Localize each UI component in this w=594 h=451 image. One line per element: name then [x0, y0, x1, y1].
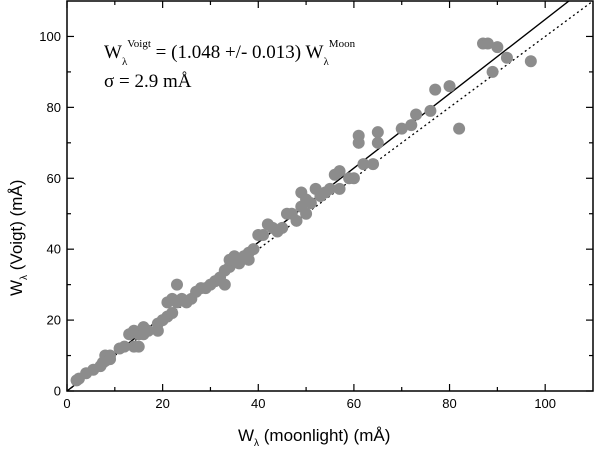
sigma-annotation: σ = 2.9 mÅ: [104, 71, 192, 92]
data-point: [242, 253, 255, 266]
y-tick-label: 0: [54, 384, 61, 399]
svg-text:WλVoigt = (1.048 +/- 0.013) Wλ: WλVoigt = (1.048 +/- 0.013) WλMoon: [104, 38, 356, 68]
anno-mid: = (1.048 +/- 0.013) W: [151, 42, 324, 63]
y-tick-label: 60: [47, 171, 61, 186]
data-point: [247, 243, 260, 256]
data-point: [347, 172, 360, 185]
axis-ticks: [66, 1, 593, 392]
data-point: [486, 65, 499, 78]
data-point: [524, 55, 537, 68]
data-point: [276, 221, 289, 234]
fit-annotation: WλVoigt = (1.048 +/- 0.013) WλMoon σ = 2…: [104, 38, 356, 92]
data-point: [218, 278, 231, 291]
x-tick-label: 40: [251, 396, 265, 411]
data-point: [429, 83, 442, 96]
x-tick-label: 0: [63, 396, 70, 411]
data-point: [491, 41, 504, 54]
data-points: [70, 37, 537, 387]
y-axis-title: Wλ (Voigt) (mÅ): [7, 180, 30, 296]
data-point: [410, 108, 423, 121]
data-point: [443, 80, 456, 93]
data-point: [367, 158, 380, 171]
anno-sup2: Moon: [329, 38, 356, 50]
data-point: [333, 182, 346, 195]
data-point: [324, 182, 336, 195]
data-point: [395, 122, 408, 135]
tick-labels: 0 20 40 60 80 100 0 20 40 60 80 100: [39, 29, 556, 411]
y-tick-label: 20: [47, 313, 61, 328]
data-point: [104, 353, 117, 366]
x-tick-label: 20: [155, 396, 169, 411]
anno-sub2: λ: [323, 56, 329, 68]
y-tick-label: 80: [47, 100, 61, 115]
x-tick-label: 80: [442, 396, 456, 411]
data-point: [333, 165, 346, 178]
data-point: [371, 136, 384, 149]
y-tick-label: 100: [39, 29, 61, 44]
identity-line: [67, 1, 593, 391]
data-point: [118, 340, 131, 353]
data-point: [304, 197, 317, 210]
data-point: [500, 51, 513, 64]
x-axis-title: Wλ (moonlight) (mÅ): [238, 426, 390, 449]
data-point: [453, 122, 466, 135]
data-point: [290, 214, 303, 227]
y-tick-label: 40: [47, 242, 61, 257]
data-point: [132, 340, 145, 353]
plot-frame: [66, 0, 594, 392]
data-point: [424, 104, 437, 117]
data-point: [300, 207, 313, 220]
anno-sup1: Voigt: [127, 38, 151, 50]
data-point: [371, 126, 384, 139]
data-point: [142, 324, 155, 337]
data-point: [352, 129, 365, 142]
data-point: [257, 229, 270, 241]
data-point: [170, 278, 183, 291]
data-point: [357, 158, 370, 171]
anno-w1: W: [104, 42, 122, 63]
anno-sub1: λ: [122, 56, 128, 68]
x-tick-label: 100: [534, 396, 556, 411]
data-point: [481, 37, 494, 50]
data-point: [405, 119, 418, 132]
data-point: [166, 307, 179, 319]
x-tick-label: 60: [347, 396, 361, 411]
